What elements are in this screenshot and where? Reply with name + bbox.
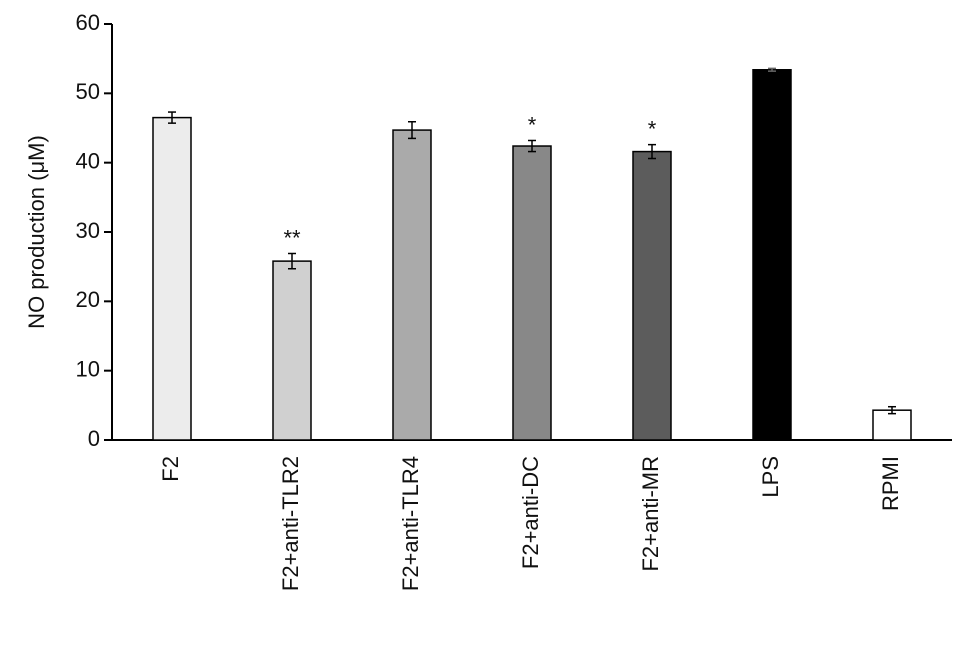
significance-marker: ** [283,225,301,250]
y-tick-label: 0 [88,426,100,451]
error-bar [168,111,176,124]
error-bar [888,405,896,415]
x-tick-label: F2+anti-MR [638,456,663,572]
bar [752,69,792,441]
error-bar [768,67,776,72]
significance-marker: * [528,112,537,137]
y-tick-label: 10 [76,356,100,381]
y-axis-label: NO production (μM) [24,135,49,329]
x-tick-label: F2+anti-TLR2 [278,456,303,591]
error-bar [648,143,656,160]
x-tick-label: RPMI [878,456,903,511]
bar [272,260,312,441]
x-tick-label: LPS [758,456,783,498]
y-tick-label: 50 [76,79,100,104]
bar [152,116,192,441]
y-tick-label: 40 [76,148,100,173]
bar [512,145,552,441]
x-tick-label: F2+anti-TLR4 [398,456,423,591]
x-tick-label: F2+anti-DC [518,456,543,569]
x-tick-label: F2 [158,456,183,482]
error-bar [408,121,416,140]
significance-marker: * [648,117,657,142]
y-tick-label: 20 [76,287,100,312]
bar [632,150,672,441]
y-tick-label: 30 [76,218,100,243]
error-bar [288,252,296,270]
bar [872,409,912,441]
y-tick-label: 60 [76,10,100,35]
bar [392,129,432,441]
error-bar [528,139,536,153]
